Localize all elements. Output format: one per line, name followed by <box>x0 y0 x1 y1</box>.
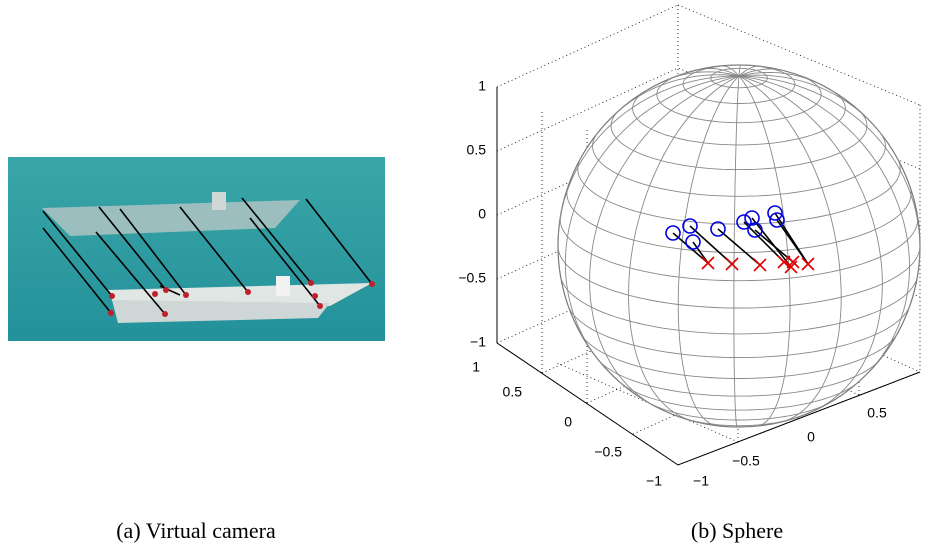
y-tick-label: 0 <box>564 414 572 430</box>
z-tick-label: −0.5 <box>458 270 486 286</box>
caption-b: (b) Sphere <box>691 518 783 543</box>
figure: (a) Virtual camera 1 0.5 0 −0.5 −1 1 0.5 0 −0.5 −… <box>0 0 928 554</box>
x-tick-label: −1 <box>693 473 709 489</box>
x-tick-label: 0.5 <box>867 405 887 421</box>
x-tick-label: 0 <box>807 429 815 445</box>
y-tick-label: 1 <box>472 359 480 375</box>
y-tick-label: −1 <box>646 473 662 489</box>
y-tick-label: 0.5 <box>503 384 523 400</box>
y-tick-label: −0.5 <box>594 444 622 460</box>
x-tick-label: −0.5 <box>732 453 760 469</box>
z-tick-label: −1 <box>470 334 486 350</box>
z-tick-label: 0.5 <box>467 142 487 158</box>
z-tick-label: 0 <box>478 206 486 222</box>
virtual-camera-image <box>8 157 385 341</box>
z-tick-label: 1 <box>478 78 486 94</box>
caption-a: (a) Virtual camera <box>116 518 276 543</box>
